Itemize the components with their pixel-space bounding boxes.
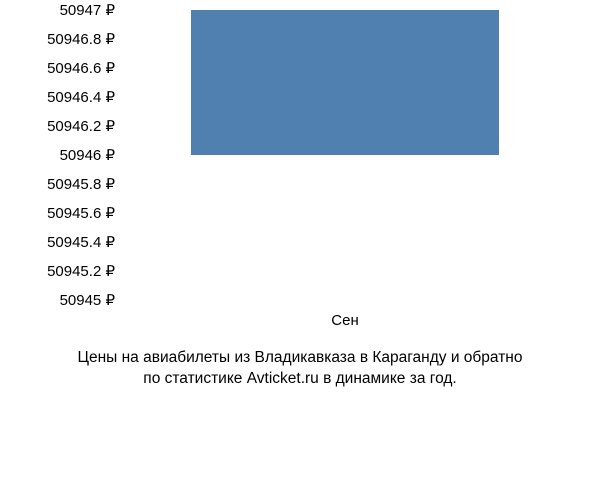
y-tick-label: 50945 ₽ — [60, 291, 115, 309]
y-tick-label: 50946.8 ₽ — [47, 30, 115, 48]
y-tick-label: 50945.2 ₽ — [47, 262, 115, 280]
caption-line-1: Цены на авиабилеты из Владикавказа в Кар… — [78, 349, 523, 366]
y-tick-label: 50946.6 ₽ — [47, 59, 115, 77]
y-tick-label: 50945.4 ₽ — [47, 233, 115, 251]
x-tick-label: Сен — [331, 312, 358, 329]
y-axis: 50947 ₽50946.8 ₽50946.6 ₽50946.4 ₽50946.… — [5, 5, 115, 305]
price-bar — [191, 10, 499, 155]
y-tick-label: 50945.6 ₽ — [47, 204, 115, 222]
y-tick-label: 50946 ₽ — [60, 146, 115, 164]
chart-caption: Цены на авиабилеты из Владикавказа в Кар… — [0, 348, 600, 390]
y-tick-label: 50946.2 ₽ — [47, 117, 115, 135]
y-tick-label: 50947 ₽ — [60, 1, 115, 19]
y-tick-label: 50945.8 ₽ — [47, 175, 115, 193]
plot-area: Сен — [125, 10, 565, 300]
price-chart: 50947 ₽50946.8 ₽50946.6 ₽50946.4 ₽50946.… — [5, 5, 595, 345]
y-tick-label: 50946.4 ₽ — [47, 88, 115, 106]
caption-line-2: по статистике Avticket.ru в динамике за … — [143, 370, 456, 387]
